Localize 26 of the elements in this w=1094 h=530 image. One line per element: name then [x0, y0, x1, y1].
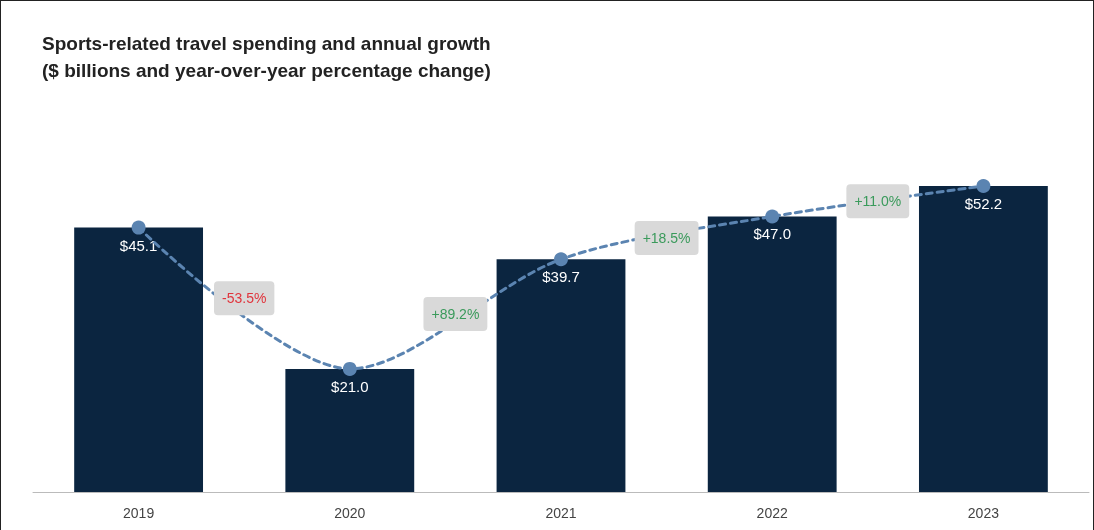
- x-tick-label: 2020: [334, 505, 366, 521]
- x-tick-label: 2022: [756, 505, 788, 521]
- data-label: $39.7: [542, 268, 580, 286]
- point: [131, 220, 146, 235]
- x-tick-label: 2023: [967, 505, 1000, 521]
- bar: [74, 227, 204, 492]
- annotation: -53.5%: [222, 290, 267, 307]
- x-tick-label: 2021: [545, 505, 577, 521]
- data-label: $52.2: [964, 195, 1003, 212]
- point: [342, 361, 357, 376]
- data-label: $45.1: [119, 236, 158, 254]
- chart-title: Sports-related travel spending and annual growth: [42, 33, 491, 54]
- data-label: $47.0: [753, 225, 791, 243]
- point: [554, 252, 568, 267]
- bar: [918, 186, 1048, 492]
- x-tick-label: 2019: [123, 505, 155, 521]
- annotation: +11.0%: [854, 193, 902, 210]
- bar: [707, 216, 837, 492]
- bar: [285, 368, 415, 492]
- point: [976, 179, 991, 193]
- data-label: $21.0: [331, 377, 369, 395]
- annotation: +89.2%: [431, 306, 480, 323]
- annotation: +18.5%: [642, 229, 691, 246]
- bar: [496, 259, 626, 492]
- chart-subtitle: ($ billions and year-over-year percentage change): [42, 60, 491, 81]
- point: [765, 209, 780, 224]
